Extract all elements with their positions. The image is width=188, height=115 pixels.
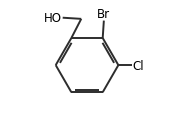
Text: Br: Br bbox=[97, 8, 110, 21]
Text: Cl: Cl bbox=[133, 59, 145, 72]
Text: HO: HO bbox=[44, 12, 62, 25]
